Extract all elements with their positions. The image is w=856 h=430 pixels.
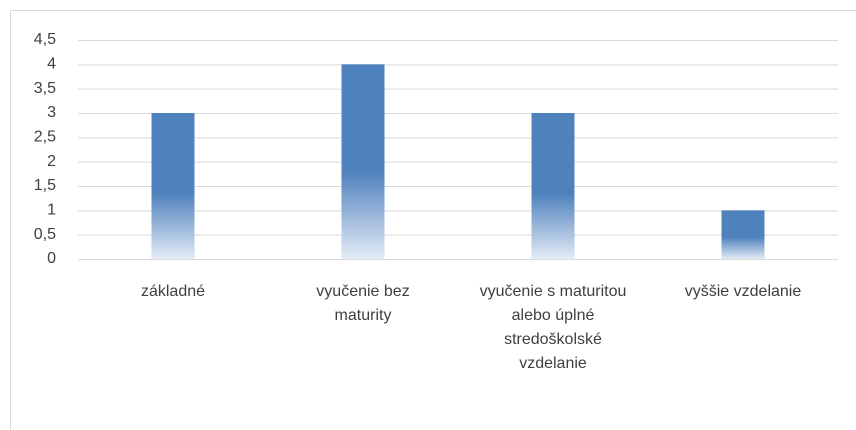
bar (531, 113, 575, 259)
y-tick-label: 3,5 (34, 80, 56, 97)
bar (721, 210, 765, 259)
x-tick-label: vyučenie s maturitou alebo úplné stredoš… (479, 283, 627, 372)
y-tick-label: 1,5 (34, 177, 56, 194)
y-tick-label: 3 (47, 104, 56, 121)
y-tick-label: 0,5 (34, 226, 56, 243)
bar (341, 64, 385, 259)
x-tick-label: vyššie vzdelanie (684, 283, 802, 300)
y-tick-label: 4 (47, 56, 56, 73)
y-tick-label: 4,5 (34, 31, 56, 48)
x-tick-label: základné (140, 283, 206, 300)
y-tick-label: 2,5 (34, 129, 56, 146)
chart-border (10, 10, 856, 430)
y-tick-label: 1 (47, 202, 56, 219)
bar (151, 113, 195, 259)
y-tick-label: 0 (47, 250, 56, 267)
y-tick-label: 2 (47, 153, 56, 170)
x-tick-label: vyučenie bez maturity (316, 283, 410, 324)
